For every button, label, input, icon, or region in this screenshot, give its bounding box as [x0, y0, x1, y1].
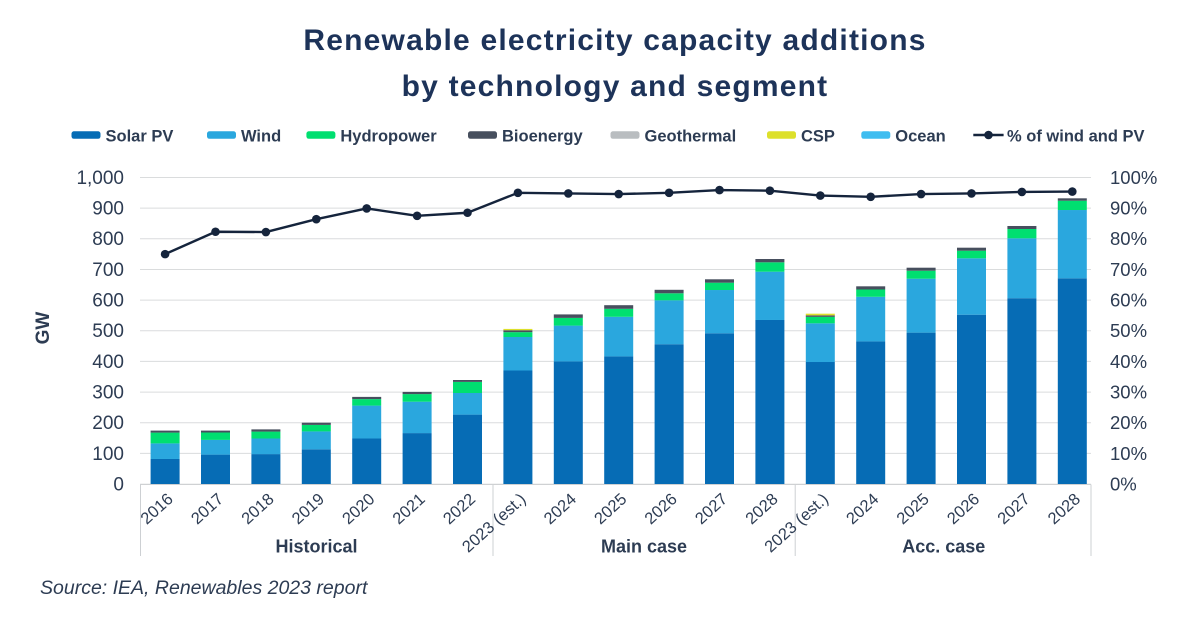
svg-text:10%: 10% [1110, 443, 1147, 464]
svg-text:600: 600 [92, 291, 124, 312]
svg-text:by technology and segment: by technology and segment [402, 70, 829, 103]
svg-text:70%: 70% [1110, 259, 1147, 280]
svg-text:Bioenergy: Bioenergy [502, 127, 584, 145]
svg-text:700: 700 [92, 260, 124, 281]
svg-text:Source: IEA, Renewables 2023 r: Source: IEA, Renewables 2023 report [40, 577, 369, 599]
svg-text:Historical: Historical [275, 537, 357, 557]
svg-text:0%: 0% [1110, 473, 1137, 494]
svg-text:% of wind and PV: % of wind and PV [1007, 127, 1145, 145]
svg-text:Renewable electricity capacity: Renewable electricity capacity additions [303, 24, 926, 57]
svg-text:30%: 30% [1110, 381, 1147, 402]
svg-text:1,000: 1,000 [76, 168, 124, 189]
svg-text:20%: 20% [1110, 412, 1147, 433]
svg-text:500: 500 [92, 321, 124, 342]
svg-text:Hydropower: Hydropower [340, 127, 437, 145]
svg-text:400: 400 [92, 352, 124, 373]
svg-text:Main case: Main case [601, 537, 687, 557]
svg-text:Acc. case: Acc. case [902, 537, 985, 557]
svg-text:Geothermal: Geothermal [645, 127, 737, 145]
svg-text:200: 200 [92, 413, 124, 434]
svg-text:100%: 100% [1110, 167, 1157, 188]
svg-text:50%: 50% [1110, 320, 1147, 341]
svg-text:CSP: CSP [801, 127, 835, 145]
svg-text:900: 900 [92, 199, 124, 220]
svg-text:Solar PV: Solar PV [106, 127, 174, 145]
svg-text:300: 300 [92, 382, 124, 403]
svg-text:0: 0 [113, 474, 124, 495]
svg-text:GW: GW [33, 312, 54, 345]
svg-text:Ocean: Ocean [895, 127, 945, 145]
svg-text:60%: 60% [1110, 290, 1147, 311]
svg-text:800: 800 [92, 229, 124, 250]
svg-text:100: 100 [92, 444, 124, 465]
svg-text:90%: 90% [1110, 198, 1147, 219]
svg-text:Wind: Wind [241, 127, 281, 145]
svg-text:40%: 40% [1110, 351, 1147, 372]
svg-text:80%: 80% [1110, 228, 1147, 249]
